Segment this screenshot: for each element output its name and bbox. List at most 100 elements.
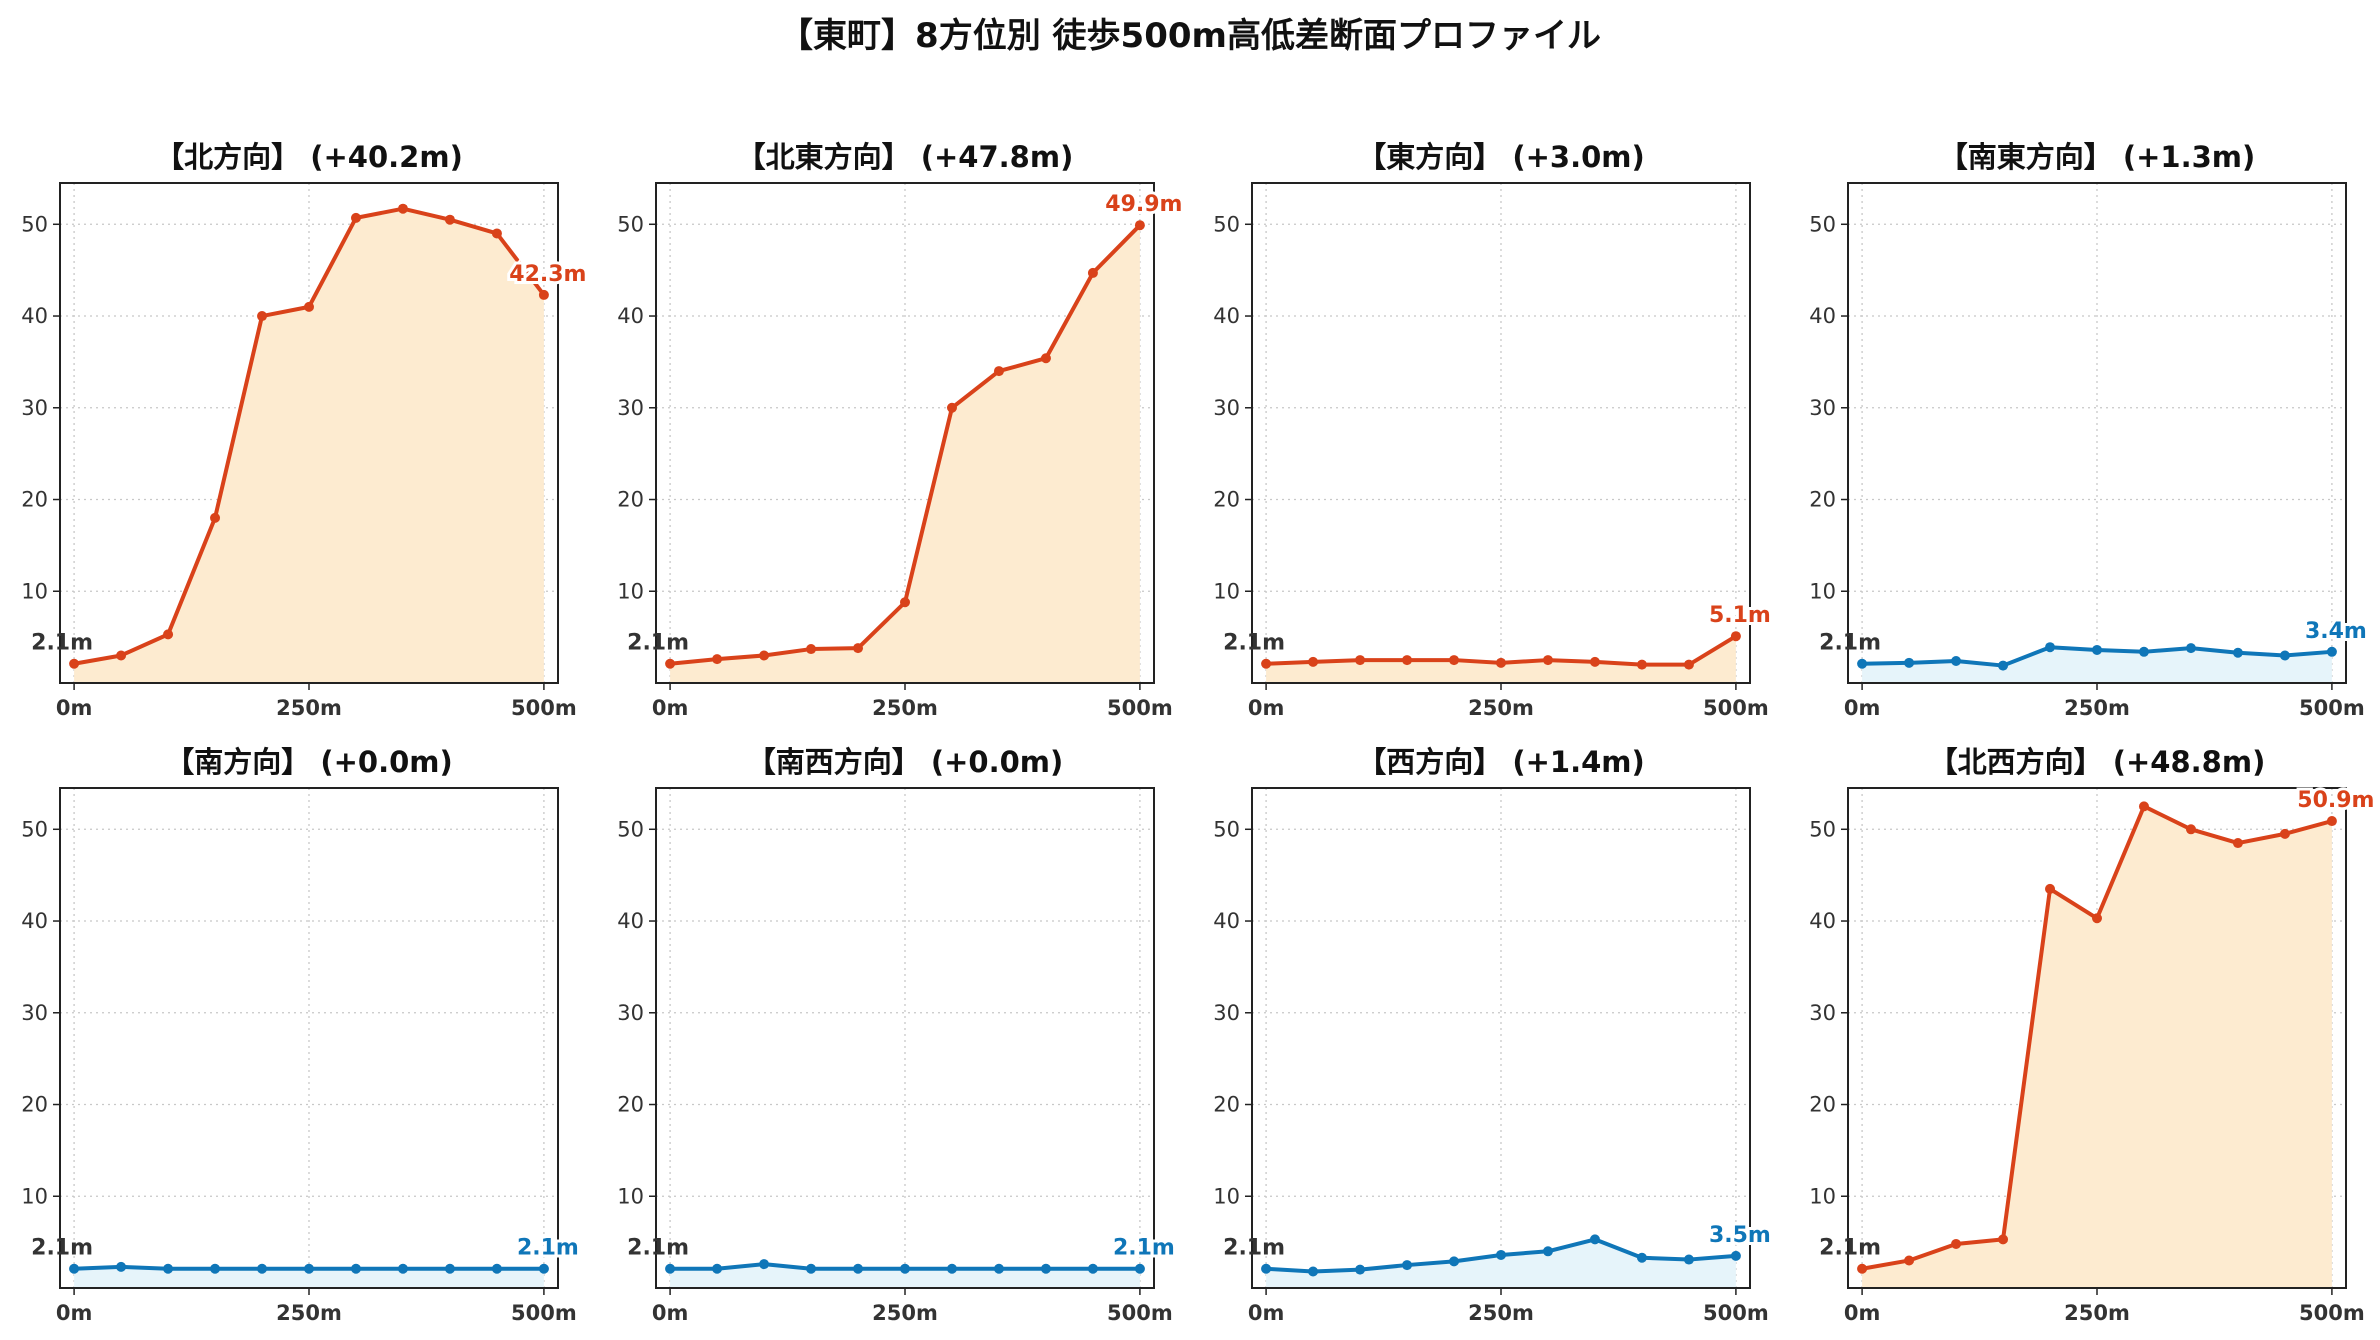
data-point [1496,1249,1506,1260]
panel-title: 【南東方向】 (+1.3m) [1939,140,2256,174]
data-point [1589,1234,1600,1245]
data-point [2185,643,2196,654]
y-tick-label: 10 [1213,579,1240,603]
data-point [712,654,723,665]
data-point [304,1263,314,1274]
data-point [993,1263,1004,1274]
data-point [350,1263,361,1274]
data-point [1402,655,1413,666]
y-tick-label: 10 [1213,1184,1240,1208]
area-fill [1266,636,1736,683]
plot-frame [1251,182,1751,684]
data-point [2185,824,2196,835]
data-point [1998,660,2009,671]
data-point [665,658,676,669]
data-point [946,1263,957,1274]
data-point [163,1263,174,1274]
data-point [116,650,127,661]
x-tick-label: 250m [2064,1301,2130,1325]
data-point [538,1263,549,1274]
x-tick-label: 0m [1844,696,1881,720]
end-value-label: 49.9m [1105,192,1182,217]
end-value-label-halo: 50.9m [2297,788,2374,813]
y-tick-label: 20 [1809,1093,1836,1117]
data-point [1857,1263,1868,1274]
data-point [304,301,314,312]
data-point [2045,883,2056,894]
x-tick-label: 250m [1468,696,1534,720]
data-point [1087,267,1098,278]
y-tick-label: 10 [1809,1184,1836,1208]
area-fill [1862,647,2332,683]
y-tick-label: 40 [617,304,644,328]
y-tick-label: 50 [1809,212,1836,236]
data-point [69,1263,80,1274]
y-tick-label: 40 [1809,909,1836,933]
data-point [1998,1234,2009,1245]
x-tick-label: 500m [1703,696,1769,720]
data-point [491,228,502,239]
start-value-label: 2.1m [627,1236,689,1261]
data-point [2279,650,2290,661]
start-value-label: 2.1m [627,631,689,656]
plot-frame [1251,787,1751,1289]
data-point [1040,1263,1051,1274]
end-value-label-halo: 5.1m [1709,603,1771,628]
data-point [444,1263,455,1274]
x-tick-label: 500m [1107,696,1173,720]
panel-title: 【東方向】 (+3.0m) [1357,140,1645,174]
y-tick-label: 20 [21,1093,48,1117]
data-point [993,366,1004,377]
end-value-label: 50.9m [2297,788,2374,813]
data-point [210,512,221,523]
data-point [116,1261,127,1272]
y-tick-label: 20 [1809,488,1836,512]
data-point [853,1263,864,1274]
y-tick-label: 50 [617,817,644,841]
data-point [759,1259,770,1270]
data-point [1730,631,1741,642]
x-tick-label: 500m [2299,696,2365,720]
end-value-label: 3.5m [1709,1223,1771,1248]
end-value-label-halo: 49.9m [1105,192,1182,217]
y-tick-label: 30 [1213,396,1240,420]
y-tick-label: 50 [21,817,48,841]
y-tick-label: 40 [21,909,48,933]
x-tick-label: 0m [1844,1301,1881,1325]
y-tick-label: 20 [1213,1093,1240,1117]
data-point [1542,1246,1553,1257]
area-fill [74,208,544,683]
data-point [2092,644,2102,655]
y-tick-label: 10 [617,579,644,603]
data-point [1496,657,1506,668]
y-tick-label: 50 [617,212,644,236]
area-fill [74,1266,544,1288]
data-point [1261,658,1272,669]
end-value-label-halo: 2.1m [1113,1236,1175,1261]
x-tick-label: 0m [652,1301,689,1325]
data-point [1951,655,1962,666]
data-point [397,203,408,214]
x-tick-label: 0m [652,696,689,720]
y-tick-label: 30 [1809,396,1836,420]
panel-title: 【北方向】 (+40.2m) [155,140,463,174]
y-tick-label: 20 [21,488,48,512]
panel-title: 【南西方向】 (+0.0m) [747,745,1064,779]
data-point [2092,913,2102,924]
data-point [69,658,80,669]
data-point [1683,659,1694,670]
start-value-label: 2.1m [1223,631,1285,656]
x-tick-label: 0m [1248,696,1285,720]
panel-title: 【北西方向】 (+48.8m) [1929,745,2266,779]
end-value-label-halo: 42.3m [509,262,586,287]
x-tick-label: 500m [511,1301,577,1325]
data-point [491,1263,502,1274]
y-tick-label: 30 [1809,1001,1836,1025]
chart-main-title: 【東町】8方位別 徒歩500m高低差断面プロファイル [779,16,1601,56]
